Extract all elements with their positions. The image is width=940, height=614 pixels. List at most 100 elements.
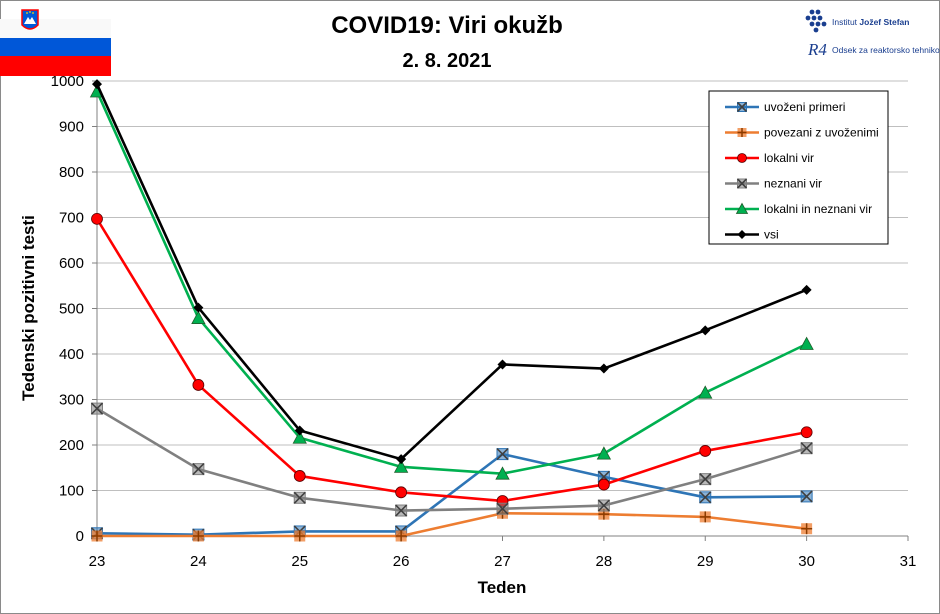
data-point-diamond xyxy=(801,284,812,295)
x-tick-label: 23 xyxy=(89,553,106,570)
series-layer xyxy=(89,79,814,542)
x-tick-label: 29 xyxy=(697,553,714,570)
data-point-circle xyxy=(293,470,306,482)
data-point-circle xyxy=(800,426,813,439)
flag-coat-of-arms-icon xyxy=(21,9,39,30)
data-point-square-plus xyxy=(294,530,306,542)
series-line xyxy=(95,90,808,475)
data-point-circle xyxy=(192,379,205,391)
data-point-triangle xyxy=(735,202,749,214)
series-6 xyxy=(92,79,812,465)
data-point-square-x xyxy=(736,101,748,113)
data-point-square-x xyxy=(90,402,104,415)
legend-item: lokalni vir xyxy=(725,151,814,165)
series-line xyxy=(96,452,807,536)
x-tick-label: 31 xyxy=(900,553,917,570)
data-point-square-x xyxy=(192,463,205,476)
legend-item: uvoženi primeri xyxy=(725,100,845,114)
data-point-triangle xyxy=(596,446,612,460)
data-point-square-plus xyxy=(192,530,204,542)
data-point-diamond xyxy=(700,325,711,336)
legend-item: vsi xyxy=(725,228,779,242)
data-point-circle xyxy=(699,445,712,457)
data-point-square-x xyxy=(395,504,408,517)
legend-label: neznani vir xyxy=(764,177,822,191)
r4-logo-mark: R4 xyxy=(807,40,827,59)
legend-label: lokalni vir xyxy=(764,151,814,165)
series-line xyxy=(96,407,808,512)
y-tick-label: 800 xyxy=(59,164,84,181)
data-point-circle xyxy=(395,486,408,499)
series-line xyxy=(95,218,807,503)
flag-blue-stripe xyxy=(0,38,111,57)
data-point-diamond xyxy=(497,359,508,370)
data-point-diamond xyxy=(294,425,305,436)
legend-item: povezani z uvoženimi xyxy=(725,126,879,140)
data-point-triangle xyxy=(495,466,510,480)
data-point-square-x xyxy=(800,490,813,503)
legend-label: vsi xyxy=(764,228,779,242)
y-tick-label: 100 xyxy=(59,483,84,500)
data-point-diamond xyxy=(598,363,609,374)
data-point-square-plus xyxy=(801,523,813,535)
x-tick-label: 27 xyxy=(494,553,511,570)
y-tick-label: 600 xyxy=(59,255,84,272)
data-point-diamond xyxy=(92,79,102,90)
series-3 xyxy=(91,212,813,507)
data-point-square-x xyxy=(496,502,509,515)
y-axis-label: Tedenski pozitivni testi xyxy=(19,215,38,401)
data-point-diamond xyxy=(396,454,407,465)
data-point-square-plus xyxy=(737,128,747,137)
y-tick-label: 200 xyxy=(59,437,84,454)
data-point-diamond xyxy=(737,230,747,239)
data-point-triangle xyxy=(698,385,713,399)
data-point-triangle xyxy=(799,336,814,350)
y-tick-label: 0 xyxy=(76,528,84,545)
x-tick-label: 28 xyxy=(596,553,613,570)
x-axis-label: Teden xyxy=(478,578,527,597)
data-point-circle xyxy=(597,478,610,491)
series-line xyxy=(95,83,808,461)
legend-item: neznani vir xyxy=(725,177,822,191)
y-axis-ticks: 0 100 200 300 400 500 600 700 800 900 1000 xyxy=(51,73,97,545)
x-axis-ticks: 23 24 25 26 27 28 29 30 31 xyxy=(89,536,917,570)
x-tick-label: 25 xyxy=(291,553,308,570)
legend-label: uvoženi primeri xyxy=(764,100,845,114)
data-point-triangle xyxy=(292,430,307,444)
series-4 xyxy=(90,402,813,517)
x-tick-label: 24 xyxy=(190,553,207,570)
y-tick-label: 1000 xyxy=(51,73,84,90)
institute-logo: Institut Jožef Stefan R4 Odsek za reakto… xyxy=(805,9,940,59)
data-point-square-x xyxy=(699,491,712,504)
data-point-square-x xyxy=(699,473,712,486)
data-point-triangle xyxy=(393,459,409,473)
data-point-square-plus xyxy=(395,530,407,542)
chart-title: COVID19: Viri okužb xyxy=(331,12,563,39)
y-tick-label: 300 xyxy=(59,392,84,409)
legend-label: povezani z uvoženimi xyxy=(764,126,879,140)
legend-item: lokalni in neznani vir xyxy=(725,202,872,216)
x-tick-label: 30 xyxy=(798,553,815,570)
legend: uvoženi primeri povezani z uvoženimi lokal… xyxy=(708,90,889,245)
data-point-square-plus xyxy=(91,530,103,542)
data-point-square-x xyxy=(736,178,748,189)
ijs-dots-icon xyxy=(805,9,827,33)
data-point-square-x xyxy=(293,491,306,504)
data-point-square-x xyxy=(597,499,610,512)
series-5 xyxy=(89,84,814,480)
data-point-circle xyxy=(737,153,747,163)
institute-name: Institut Jožef Stefan xyxy=(832,17,909,27)
x-tick-label: 26 xyxy=(393,553,410,570)
department-name: Odsek za reaktorsko tehniko xyxy=(832,45,940,55)
y-tick-label: 400 xyxy=(59,346,84,363)
data-point-square-x xyxy=(496,448,509,461)
data-point-diamond xyxy=(193,302,204,313)
flag-red-stripe xyxy=(0,57,111,76)
flag-white-stripe xyxy=(0,19,111,38)
y-tick-label: 900 xyxy=(59,119,84,136)
data-point-square-plus xyxy=(699,511,711,523)
y-tick-label: 700 xyxy=(59,210,84,227)
y-tick-label: 500 xyxy=(59,301,84,318)
data-point-triangle xyxy=(191,310,206,324)
